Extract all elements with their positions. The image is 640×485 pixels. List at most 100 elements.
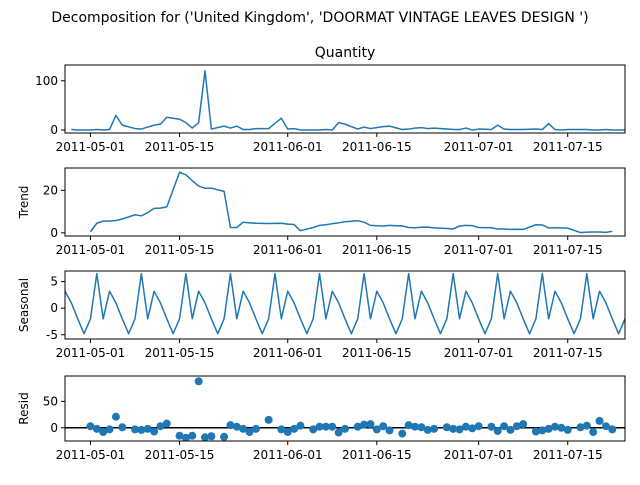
seasonal-line [65,272,625,335]
resid-point [538,426,547,435]
resid-point [220,432,229,441]
resid-point [328,422,337,431]
x-tick-label: 2011-07-15 [533,448,603,462]
resid-point [423,425,432,434]
resid-point [353,422,362,431]
y-tick-label: 0 [50,421,58,435]
x-tick-label: 2011-06-01 [253,346,323,360]
resid-point [544,424,553,433]
y-tick-label: 5 [50,275,58,289]
resid-point [92,424,101,433]
x-tick-label: 2011-05-15 [145,346,215,360]
x-tick-label: 2011-05-01 [56,346,126,360]
resid-point [334,428,343,437]
x-tick-label: 2011-06-15 [342,448,412,462]
resid-point [417,423,426,432]
resid-point [207,432,216,441]
resid-point [582,421,591,430]
figure-suptitle: Decomposition for ('United Kingdom', 'DO… [51,10,588,26]
resid-point [290,424,299,433]
panel-seasonal: Seasonal -5 0 5 2011-05-01 2011-05-15 2011-06-… [17,270,626,360]
x-tick-label: 2011-06-15 [342,346,412,360]
x-tick-label: 2011-06-01 [253,243,323,257]
axes-frame [64,375,626,442]
x-tick-label: 2011-07-15 [533,140,603,154]
resid-point [175,431,184,440]
axes-frame [64,64,626,134]
resid-point [608,425,617,434]
y-tick-label: 0 [50,123,58,137]
resid-point [264,415,273,424]
resid-point [283,428,292,437]
resid-point [309,425,318,434]
y-tick-label: 20 [43,183,58,197]
data-group [65,377,625,441]
x-tick-label: 2011-07-15 [533,346,603,360]
resid-point [239,424,248,433]
resid-point [188,431,197,440]
x-tick-label: 2011-06-01 [253,448,323,462]
x-tick-label: 2011-07-01 [444,243,514,257]
resid-point [411,422,419,431]
resid-point [118,423,127,432]
y-tick-label: -5 [46,328,58,342]
y-axis-label: Resid [17,392,31,424]
resid-point [150,427,159,436]
resid-point [156,422,165,431]
panel-title: Quantity [315,45,376,61]
resid-point [111,412,120,421]
resid-point [360,420,369,429]
resid-point [277,425,286,434]
data-group [89,171,613,234]
resid-point [137,425,146,434]
resid-point [563,425,572,434]
resid-point [461,422,470,431]
resid-point [576,423,585,432]
x-tick-label: 2011-05-15 [145,448,215,462]
resid-point [86,422,95,431]
resid-point [194,377,203,386]
resid-point [500,422,509,431]
resid-point [296,421,305,430]
resid-point [468,424,477,433]
resid-point [181,433,190,441]
y-tick-label: 100 [35,74,58,88]
x-tick-label: 2011-05-01 [56,243,126,257]
resid-point [601,422,610,431]
resid-point [143,424,152,433]
x-tick-label: 2011-07-01 [444,140,514,154]
resid-point [474,422,483,431]
resid-point [201,433,209,441]
resid-point [398,429,407,438]
resid-point [551,422,559,431]
resid-point [442,423,451,432]
resid-point [493,426,502,435]
resid-point [385,426,394,435]
resid-point [341,424,349,433]
resid-point [595,416,604,425]
axes-frame [64,270,626,340]
y-tick-label: 50 [43,394,58,408]
resid-point [531,427,540,436]
resid-point [430,424,439,433]
x-tick-label: 2011-05-01 [56,448,126,462]
data-group [65,272,625,335]
resid-point [245,428,254,437]
y-axis-label: Seasonal [17,278,31,332]
resid-point [519,420,528,429]
panel-trend: Trend 0 20 2011-05-01 2011-05-15 2011-06-01 20… [17,167,626,257]
panel-resid: Resid 0 50 2011-05-01 2011-05-15 2011-06-01 20… [17,375,626,462]
data-group [71,70,625,131]
x-tick-label: 2011-06-15 [342,243,412,257]
x-tick-label: 2011-07-15 [533,243,603,257]
resid-point [379,422,388,431]
resid-point [589,428,598,437]
panel-quantity: Quantity 0 100 2011-05-01 2011-05-15 2011-06-… [35,45,626,154]
resid-point [449,424,458,433]
y-tick-label: 0 [50,301,58,315]
x-tick-label: 2011-07-01 [444,448,514,462]
quantity-line [71,70,625,131]
